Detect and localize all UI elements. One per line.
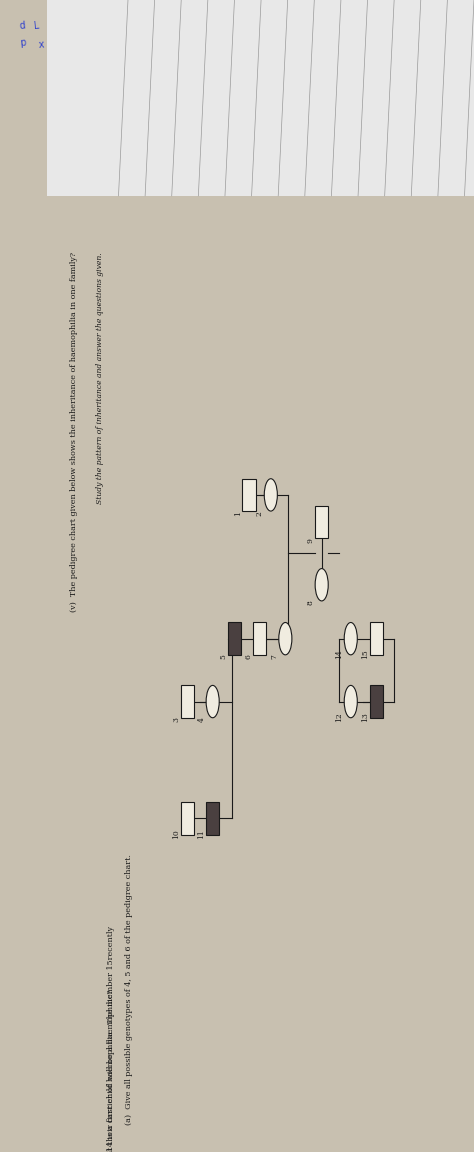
- Text: 12: 12: [336, 712, 344, 722]
- Text: (b)  A blood test shows that the individual 14 is a carrier of haemophilia.  The: (b) A blood test shows that the individu…: [107, 926, 115, 1152]
- Text: 10: 10: [172, 829, 180, 839]
- Text: Study the pattern of inheritance and answer the questions given.: Study the pattern of inheritance and ans…: [96, 252, 104, 503]
- Text: 2: 2: [255, 510, 264, 516]
- Text: 1: 1: [234, 510, 242, 516]
- Text: 8: 8: [306, 600, 314, 606]
- Text: 5: 5: [219, 654, 227, 659]
- Text: married member 14.  What is the probability that their first child will be a hae: married member 14. What is the probabili…: [107, 990, 115, 1152]
- Text: 15: 15: [361, 650, 369, 659]
- Text: 11: 11: [197, 829, 205, 839]
- Text: (a)  Give all possible genotypes of 4, 5 and 6 of the pedigree chart.: (a) Give all possible genotypes of 4, 5 …: [125, 855, 133, 1126]
- Text: 6: 6: [245, 654, 253, 659]
- Text: 13: 13: [361, 712, 369, 722]
- Text: p: p: [19, 38, 26, 48]
- Text: x: x: [38, 40, 45, 51]
- Text: L: L: [33, 21, 39, 31]
- Text: 3: 3: [172, 718, 180, 722]
- Text: 7: 7: [270, 654, 278, 659]
- Text: 14: 14: [336, 650, 344, 659]
- Text: 4: 4: [197, 718, 205, 722]
- Text: d: d: [19, 21, 26, 31]
- Text: (v)  The pedigree chart given below shows the inheritance of haemophilia in one : (v) The pedigree chart given below shows…: [70, 252, 78, 613]
- Text: 9: 9: [306, 538, 314, 543]
